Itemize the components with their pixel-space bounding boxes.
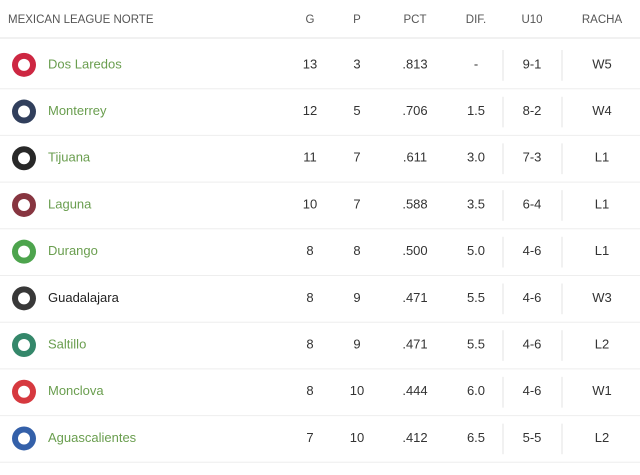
column-header: U10 xyxy=(521,14,542,26)
team-name: Tijuana xyxy=(48,150,91,165)
column-header: DIF. xyxy=(466,14,486,26)
column-header: PCT xyxy=(404,14,427,26)
stat-cell: .412 xyxy=(402,430,427,445)
stat-cell: 8 xyxy=(306,383,313,398)
column-header: P xyxy=(353,14,361,26)
stat-cell: 8 xyxy=(306,243,313,258)
team-logo xyxy=(12,286,36,311)
team-logo xyxy=(12,239,36,264)
stat-cell: 3.0 xyxy=(467,150,485,165)
column-header: G xyxy=(306,14,315,26)
stat-cell: 6.5 xyxy=(467,430,485,445)
stat-cell: 7 xyxy=(306,430,313,445)
stat-cell: 5.5 xyxy=(467,290,485,305)
stat-cell: 5-5 xyxy=(523,430,542,445)
stat-cell: .706 xyxy=(402,103,427,118)
team-logo xyxy=(12,426,36,451)
stat-cell: 5.0 xyxy=(467,243,485,258)
stat-cell: 7 xyxy=(353,150,360,165)
stat-cell: .500 xyxy=(402,243,427,258)
stat-cell: 7-3 xyxy=(523,150,542,165)
team-name: Aguascalientes xyxy=(48,430,137,445)
team-logo xyxy=(12,379,36,404)
logo-inner xyxy=(18,245,30,258)
stat-cell: 9 xyxy=(353,336,360,351)
stat-cell: 10 xyxy=(303,196,317,211)
stat-cell: .471 xyxy=(402,336,427,351)
stat-cell: 3.5 xyxy=(467,196,485,211)
stat-cell: 3 xyxy=(353,56,360,71)
stat-cell: 1.5 xyxy=(467,103,485,118)
team-name: Guadalajara xyxy=(48,290,120,305)
stat-cell: .813 xyxy=(402,56,427,71)
stat-cell: W1 xyxy=(592,383,612,398)
stat-cell: 9 xyxy=(353,290,360,305)
stat-cell: - xyxy=(474,56,478,71)
column-header: RACHA xyxy=(582,14,623,26)
logo-inner xyxy=(18,339,30,352)
stat-cell: L1 xyxy=(595,243,609,258)
stat-cell: .588 xyxy=(402,196,427,211)
team-logo xyxy=(12,192,36,217)
team-name: Monterrey xyxy=(48,103,107,118)
team-logo xyxy=(12,52,36,77)
stat-cell: 10 xyxy=(350,383,364,398)
team-name: Saltillo xyxy=(48,336,86,351)
team-name: Durango xyxy=(48,243,98,258)
stat-cell: 8 xyxy=(306,290,313,305)
stat-cell: 6-4 xyxy=(523,196,542,211)
stat-cell: L2 xyxy=(595,430,609,445)
stat-cell: 5 xyxy=(353,103,360,118)
stat-cell: 6.0 xyxy=(467,383,485,398)
stat-cell: 10 xyxy=(350,430,364,445)
stat-cell: L2 xyxy=(595,336,609,351)
stat-cell: 4-6 xyxy=(523,290,542,305)
stat-cell: 7 xyxy=(353,196,360,211)
stat-cell: 8 xyxy=(353,243,360,258)
stat-cell: W4 xyxy=(592,103,612,118)
team-logo xyxy=(12,99,36,124)
team-name: Laguna xyxy=(48,196,92,211)
logo-inner xyxy=(18,105,30,118)
stat-cell: L1 xyxy=(595,150,609,165)
logo-inner xyxy=(18,385,30,398)
logo-inner xyxy=(18,198,30,211)
stat-cell: .611 xyxy=(403,150,427,165)
stat-cell: 4-6 xyxy=(523,243,542,258)
team-logo xyxy=(12,333,36,358)
stat-cell: .444 xyxy=(402,383,427,398)
logo-inner xyxy=(18,152,30,165)
table-title: MEXICAN LEAGUE NORTE xyxy=(8,14,154,26)
stat-cell: .471 xyxy=(402,290,427,305)
stat-cell: W5 xyxy=(592,56,612,71)
stat-cell: 5.5 xyxy=(467,336,485,351)
logo-inner xyxy=(18,292,30,305)
stat-cell: 8 xyxy=(306,336,313,351)
stat-cell: 11 xyxy=(303,150,317,165)
stat-cell: 12 xyxy=(303,103,317,118)
stat-cell: L1 xyxy=(595,196,609,211)
stat-cell: 4-6 xyxy=(523,336,542,351)
stat-cell: 9-1 xyxy=(523,56,542,71)
logo-inner xyxy=(18,58,30,71)
stat-cell: 4-6 xyxy=(523,383,542,398)
stat-cell: W3 xyxy=(592,290,612,305)
stat-cell: 8-2 xyxy=(523,103,542,118)
stat-cell: 13 xyxy=(303,56,317,71)
logo-inner xyxy=(18,432,30,445)
team-name: Monclova xyxy=(48,383,104,398)
team-logo xyxy=(12,146,36,171)
team-name: Dos Laredos xyxy=(48,56,122,71)
